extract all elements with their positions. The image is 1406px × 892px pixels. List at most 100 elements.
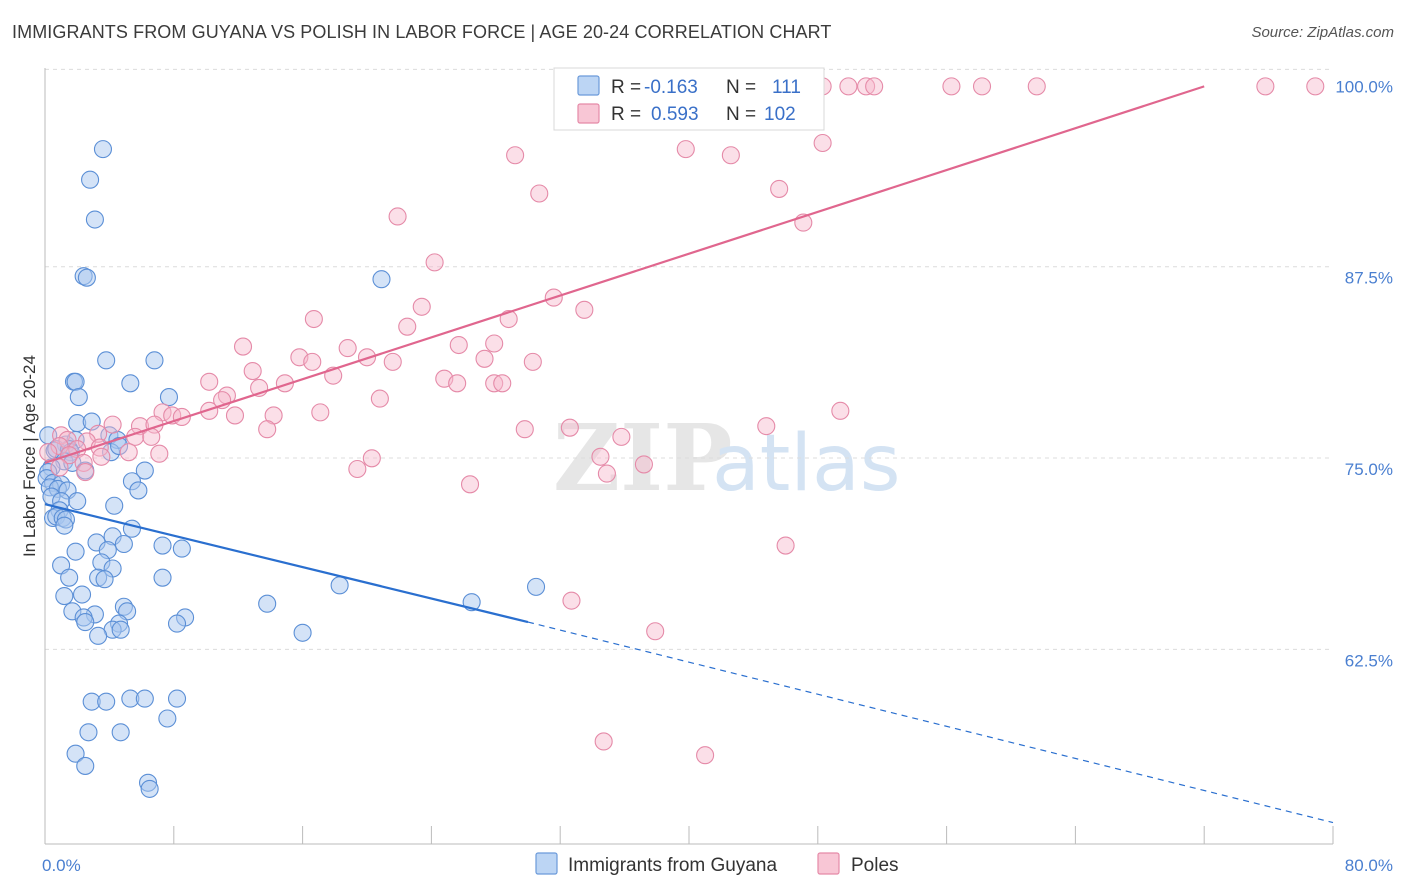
poles-point — [50, 437, 69, 456]
guyana-point — [135, 689, 154, 708]
legend-n-value-poles: 102 — [764, 104, 796, 125]
guyana-point — [258, 594, 277, 613]
guyana-point — [110, 437, 129, 456]
poles-point — [311, 403, 330, 422]
guyana-point — [526, 577, 546, 596]
guyana-point — [97, 351, 116, 370]
poles-point — [560, 418, 579, 437]
legend-label-poles: Poles — [851, 855, 899, 876]
source-credit: Source: ZipAtlas.com — [1251, 24, 1394, 41]
poles-point — [304, 309, 323, 329]
guyana-point — [79, 723, 98, 742]
poles-point — [39, 443, 58, 462]
guyana-point — [153, 536, 172, 555]
x-ticks — [173, 826, 1334, 844]
y-tick-label: 87.5% — [1345, 269, 1393, 288]
poles-point — [460, 475, 480, 494]
poles-point — [150, 444, 169, 463]
poles-point — [865, 77, 884, 96]
guyana-trend-line — [44, 503, 529, 624]
guyana-point — [68, 492, 87, 511]
x-tick-labels: 0.0% 80.0% — [42, 856, 1393, 875]
poles-point — [388, 207, 407, 226]
poles-point — [1256, 77, 1275, 96]
guyana-point — [122, 519, 141, 538]
poles-point — [412, 297, 431, 316]
guyana-point — [105, 496, 124, 515]
poles-point — [831, 401, 850, 420]
guyana-point — [93, 140, 113, 159]
correlation-legend: R = -0.163 N = 111 R = 0.593 N = 102 — [553, 67, 825, 131]
series-guyana-points — [37, 140, 546, 798]
poles-point — [362, 449, 381, 468]
guyana-point — [140, 779, 159, 798]
guyana-point — [81, 170, 100, 189]
legend-r-label-guyana: R = — [611, 77, 641, 98]
y-tick-labels: 62.5% 75.0% 87.5% 100.0% — [1335, 77, 1393, 670]
poles-point — [225, 406, 245, 425]
poles-point — [76, 463, 95, 482]
poles-point — [612, 427, 631, 446]
guyana-point — [172, 539, 191, 558]
legend-swatch-guyana — [577, 75, 600, 96]
x-tick-label: 0.0% — [42, 856, 81, 875]
legend-swatch-poles-bottom — [817, 852, 840, 875]
guyana-point — [60, 568, 79, 587]
poles-point — [200, 401, 219, 420]
guyana-point — [167, 614, 187, 633]
poles-point — [119, 443, 138, 462]
poles-point — [425, 253, 444, 272]
poles-point — [770, 179, 789, 198]
poles-point — [942, 77, 961, 96]
poles-point — [449, 335, 468, 355]
guyana-trend-extension — [527, 621, 1334, 824]
legend-n-label-guyana: N = — [726, 77, 756, 98]
guyana-point — [66, 542, 85, 561]
poles-point — [103, 415, 122, 434]
legend-swatch-poles — [577, 103, 600, 124]
guyana-point — [145, 351, 164, 370]
poles-point — [515, 420, 534, 439]
poles-point — [634, 455, 653, 474]
chart-title: IMMIGRANTS FROM GUYANA VS POLISH IN LABO… — [12, 22, 832, 42]
trend-lines — [44, 85, 1334, 824]
series-legend: Immigrants from Guyana Poles — [535, 852, 899, 876]
poles-point — [972, 77, 992, 96]
poles-point — [398, 317, 417, 336]
legend-r-value-poles: 0.593 — [651, 104, 699, 125]
poles-point — [303, 352, 322, 371]
poles-point — [200, 372, 219, 391]
y-tick-label: 75.0% — [1345, 460, 1393, 479]
poles-point — [74, 453, 93, 472]
poles-point — [597, 464, 616, 483]
poles-point — [594, 732, 613, 751]
poles-point — [370, 389, 389, 408]
legend-swatch-guyana-bottom — [535, 852, 558, 875]
y-axis-title: In Labor Force | Age 20-24 — [20, 355, 39, 557]
guyana-point — [97, 692, 116, 711]
guyana-point — [293, 623, 312, 642]
poles-point — [813, 133, 832, 153]
legend-n-label-poles: N = — [726, 104, 756, 125]
legend-label-guyana: Immigrants from Guyana — [568, 855, 777, 876]
y-tick-label: 100.0% — [1335, 77, 1393, 96]
guyana-point — [66, 744, 85, 763]
legend-n-value-guyana: 111 — [772, 77, 801, 98]
guyana-point — [129, 481, 148, 500]
watermark-atlas: atlas — [712, 419, 901, 509]
poles-point — [348, 459, 367, 479]
poles-point — [676, 140, 695, 159]
poles-point — [646, 622, 665, 641]
guyana-point — [135, 461, 154, 480]
poles-point — [1027, 77, 1046, 96]
poles-point — [530, 184, 549, 203]
poles-point — [92, 447, 111, 466]
poles-point — [696, 746, 715, 765]
guyana-point — [95, 570, 114, 589]
poles-point — [776, 536, 795, 555]
guyana-point — [85, 210, 104, 229]
poles-point — [50, 458, 69, 477]
poles-point — [475, 349, 494, 368]
guyana-point — [55, 586, 74, 606]
